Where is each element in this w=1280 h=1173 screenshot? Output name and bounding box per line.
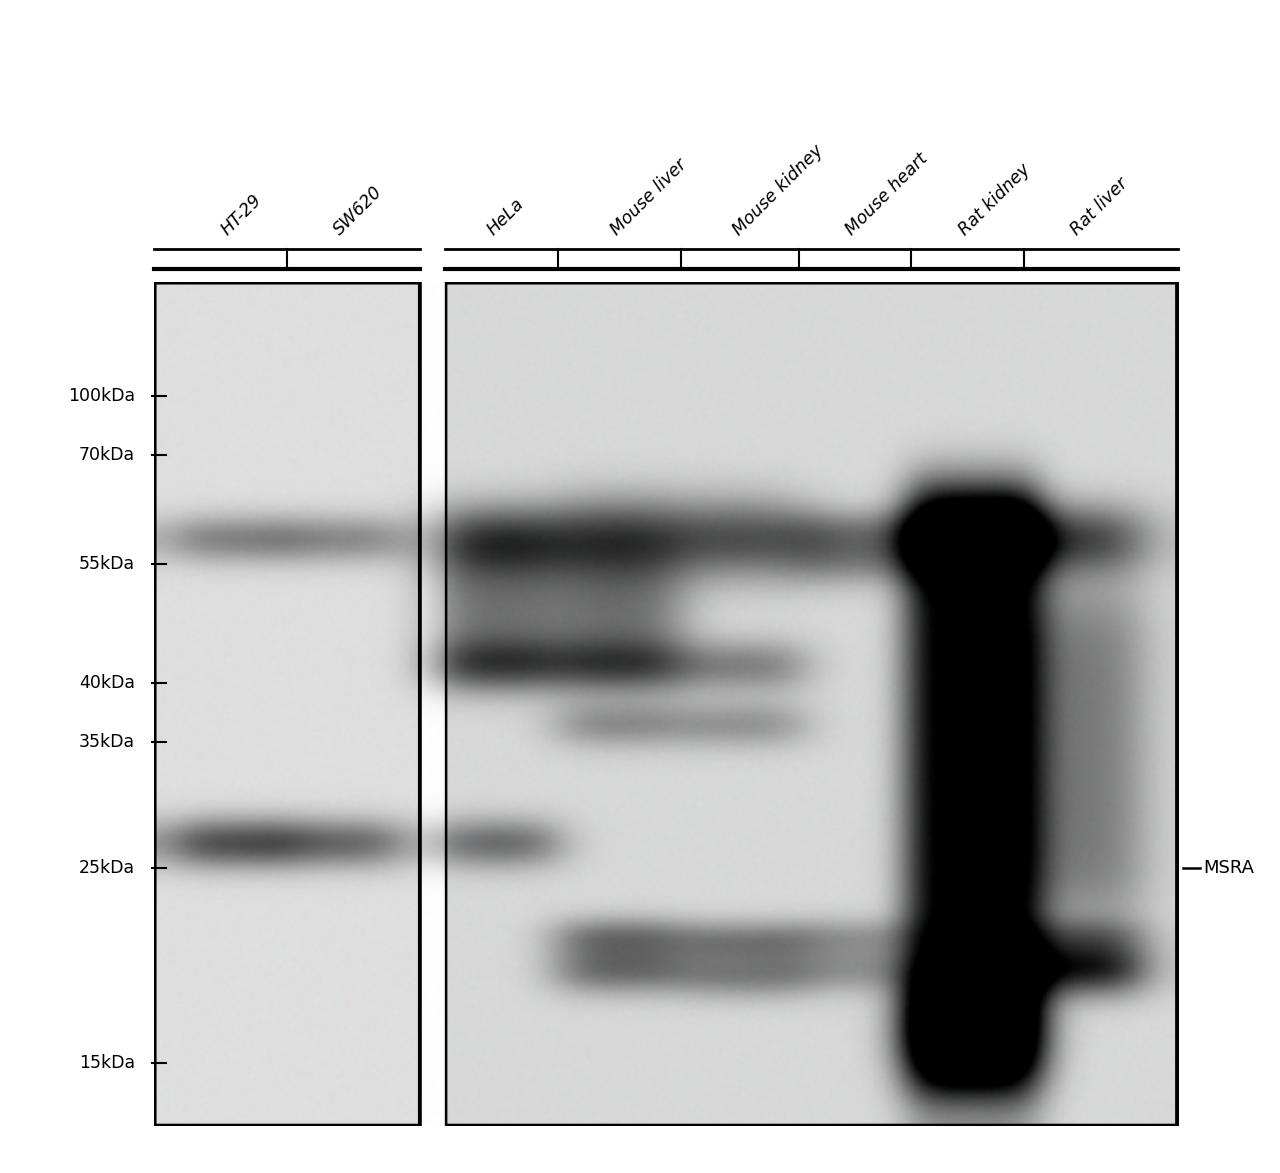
Text: Mouse liver: Mouse liver [607, 156, 690, 239]
Text: HT-29: HT-29 [218, 191, 265, 239]
Text: 15kDa: 15kDa [79, 1053, 136, 1072]
Text: Mouse kidney: Mouse kidney [730, 142, 827, 239]
Text: 100kDa: 100kDa [68, 387, 136, 405]
Text: SW620: SW620 [330, 183, 387, 239]
Text: Mouse heart: Mouse heart [842, 150, 932, 239]
Text: MSRA: MSRA [1203, 860, 1254, 877]
Text: 25kDa: 25kDa [79, 860, 136, 877]
Text: 70kDa: 70kDa [79, 446, 136, 463]
Text: Rat liver: Rat liver [1068, 175, 1132, 239]
Text: HeLa: HeLa [484, 196, 527, 239]
Text: 35kDa: 35kDa [79, 733, 136, 751]
Text: 55kDa: 55kDa [79, 556, 136, 574]
Text: Rat kidney: Rat kidney [955, 161, 1033, 239]
Text: 40kDa: 40kDa [79, 673, 136, 692]
